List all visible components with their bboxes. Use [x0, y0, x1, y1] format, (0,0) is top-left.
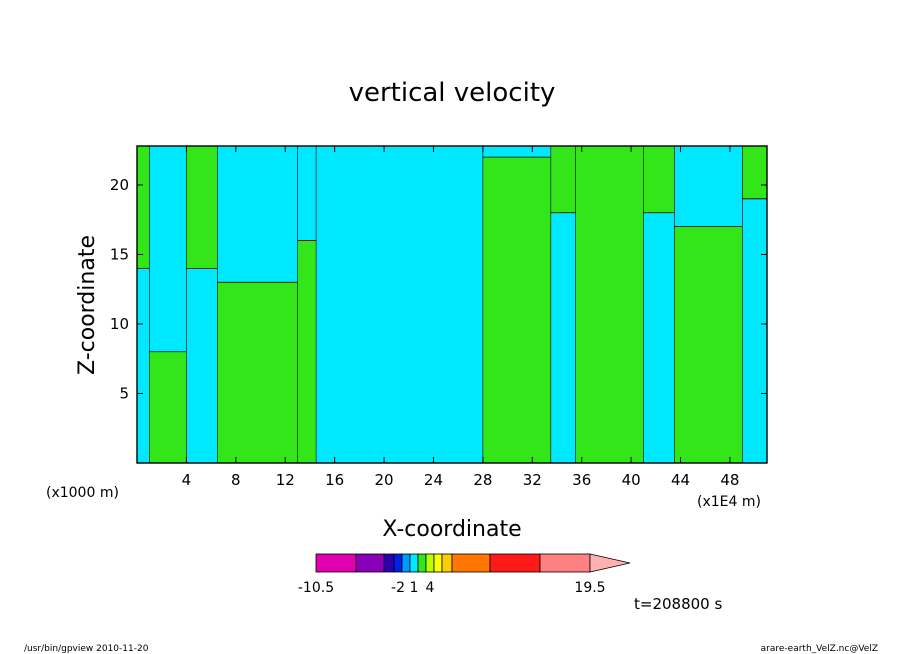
colorbar-label-1: -2 [391, 580, 405, 596]
colorbar-box-1 [355, 553, 385, 573]
colorbar-box-10 [451, 553, 491, 573]
colorbar-label-2: 1 [410, 580, 419, 596]
colorbar-box-8 [433, 553, 443, 573]
x-tick-label-1: 8 [231, 471, 241, 489]
colorbar-box-3 [393, 553, 403, 573]
field-band-upper-7 [550, 146, 576, 213]
x-axis-label: X-coordinate [382, 517, 521, 542]
y-tick-label-3: 20 [110, 176, 129, 194]
colorbar-label-0: -10.5 [298, 580, 334, 596]
colorbar-box-2 [383, 553, 395, 573]
plot-frame [136, 145, 768, 464]
field-band-lower-0 [137, 268, 150, 463]
field-band-lower-7 [550, 212, 576, 463]
field-band-lower-9 [643, 212, 675, 463]
y-axis-label: Z-coordinate [75, 235, 100, 375]
footer-left: /usr/bin/gpview 2010-11-20 [24, 644, 149, 654]
field-band-lower-10 [674, 226, 743, 463]
x-unit-right: (x1E4 m) [697, 494, 761, 510]
field-band-lower-1 [149, 351, 187, 463]
y-tick-label-0: 5 [119, 384, 129, 402]
time-label: t=208800 s [634, 595, 722, 613]
colorbar-box-7 [425, 553, 435, 573]
chart-title: vertical velocity [349, 78, 556, 108]
colorbar-box-5 [409, 553, 419, 573]
y-tick-label-1: 10 [110, 315, 129, 333]
field-band-lower-11 [742, 198, 767, 463]
colorbar-box-9 [441, 553, 453, 573]
x-tick-label-8: 36 [572, 471, 591, 489]
y-axis: 5 10 15 20 [110, 176, 767, 402]
x-tick-label-0: 4 [182, 471, 192, 489]
colorbar-arrow [589, 553, 631, 573]
colorbar-box-0 [315, 553, 357, 573]
field-band-upper-10 [674, 146, 743, 227]
x-tick-label-6: 28 [473, 471, 492, 489]
footer-right: arare-earth_VelZ.nc@VelZ [761, 644, 878, 654]
colorbar-box-4 [401, 553, 411, 573]
x-tick-label-5: 24 [424, 471, 443, 489]
plot-area [137, 146, 767, 463]
x-axis: 4 8 12 16 20 24 28 32 36 40 44 48 [182, 146, 739, 489]
field-band-lower-4 [297, 240, 317, 463]
field-band-upper-2 [186, 146, 218, 269]
field-band-upper-3 [217, 146, 298, 283]
field-band-lower-2 [186, 268, 218, 463]
field-band-lower-5 [316, 146, 483, 463]
field-band-upper-0 [137, 146, 150, 269]
x-tick-label-4: 20 [375, 471, 394, 489]
field-band-upper-4 [297, 146, 317, 241]
colorbar-box-6 [417, 553, 427, 573]
colorbar-box-11 [489, 553, 541, 573]
field-band-lower-3 [217, 282, 298, 463]
field-band-upper-11 [742, 146, 767, 199]
field-band-upper-6 [482, 146, 551, 158]
x-tick-label-10: 44 [671, 471, 690, 489]
field-band-lower-8 [575, 146, 644, 463]
field-band-upper-1 [149, 146, 187, 352]
colorbar: -10.5 -2 1 4 19.5 [298, 553, 631, 596]
colorbar-label-3: 4 [426, 580, 435, 596]
x-tick-label-11: 48 [720, 471, 739, 489]
x-tick-label-9: 40 [622, 471, 641, 489]
x-tick-label-2: 12 [276, 471, 295, 489]
field-band-lower-6 [482, 157, 551, 463]
field-band-upper-9 [643, 146, 675, 213]
x-tick-label-3: 16 [325, 471, 344, 489]
x-tick-label-7: 32 [523, 471, 542, 489]
colorbar-label-4: 19.5 [574, 580, 605, 596]
colorbar-box-12 [539, 553, 591, 573]
x-unit-left: (x1000 m) [46, 485, 119, 501]
y-tick-label-2: 15 [110, 245, 129, 263]
